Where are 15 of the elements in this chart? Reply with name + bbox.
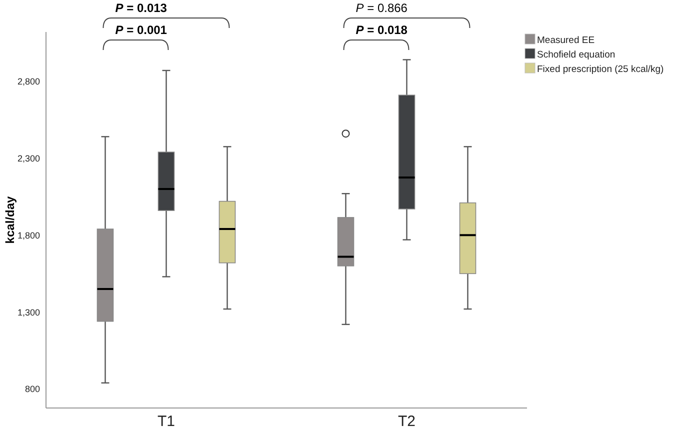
legend-label: Fixed prescription (25 kcal/kg) xyxy=(537,64,664,75)
x-tick-label: T2 xyxy=(398,413,416,427)
y-tick-label: 2,800 xyxy=(17,76,40,86)
text: P = 0.866 xyxy=(356,1,408,15)
y-tick-label: 800 xyxy=(24,384,40,394)
y-tick-label: 2,300 xyxy=(17,153,40,164)
x-tick-label: T1 xyxy=(157,413,176,427)
y-tick-label: 1,800 xyxy=(17,230,40,240)
legend-label: Measured EE xyxy=(537,35,595,46)
annotation: P = 0.001 xyxy=(115,23,168,37)
legend-label: Schofield equation xyxy=(537,50,616,60)
annotation: P = 0.018 xyxy=(356,23,408,37)
y-axis-title: kcal/day xyxy=(3,196,17,244)
text: P = 0.013 xyxy=(115,1,168,15)
y-tick-label: 1,300 xyxy=(17,307,40,318)
